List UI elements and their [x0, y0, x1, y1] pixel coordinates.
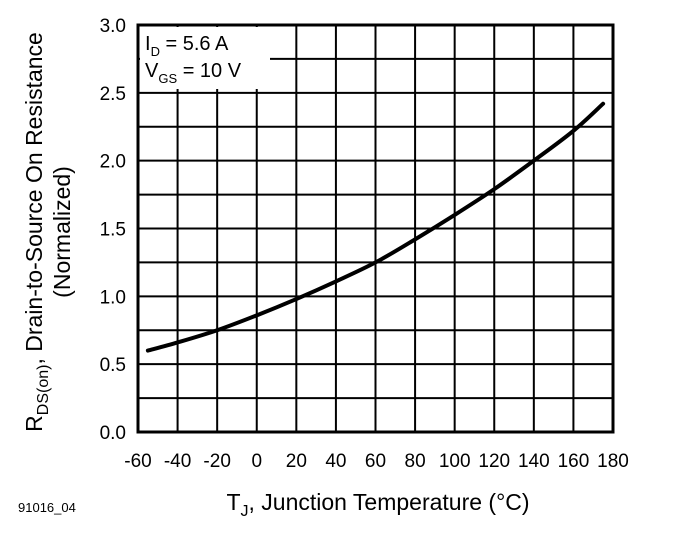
x-tick-label: -60 — [124, 451, 151, 472]
figure-id: 91016_04 — [18, 500, 76, 515]
x-tick-label: 140 — [518, 451, 550, 472]
y-tick-label: 1.5 — [100, 220, 126, 241]
annotation-box — [140, 27, 270, 89]
plot-border — [136, 23, 615, 434]
x-tick-label: 180 — [597, 451, 629, 472]
series-layer — [145, 101, 606, 353]
annotation-id: ID = 5.6 A — [145, 33, 229, 59]
y-tick-label: 2.0 — [100, 152, 126, 173]
x-tick-labels: -60 -40 -20 0 20 40 60 80 100 120 140 160 180 — [124, 451, 629, 472]
x-tick-label: 120 — [478, 451, 510, 472]
annotation-vgs: VGS = 10 V — [145, 60, 242, 86]
x-tick-label: 160 — [558, 451, 590, 472]
x-tick-label: 100 — [439, 451, 471, 472]
x-axis-title: TJ, Junction Temperature (°C) — [226, 489, 529, 520]
y-tick-labels: 0.0 0.5 1.0 1.5 2.0 2.5 3.0 — [100, 16, 126, 444]
y-tick-label: 1.0 — [100, 287, 126, 308]
y-tick-label: 0.5 — [100, 355, 126, 376]
series-line-0 — [145, 101, 606, 353]
x-tick-label: 60 — [365, 451, 386, 472]
x-tick-label: -20 — [203, 451, 230, 472]
x-tick-label: 80 — [405, 451, 426, 472]
x-tick-label: 0 — [251, 451, 262, 472]
y-tick-label: 0.0 — [100, 423, 126, 444]
y-tick-label: 2.5 — [100, 84, 126, 105]
x-tick-label: -40 — [164, 451, 191, 472]
y-axis-title-line2: (Normalized) — [49, 166, 75, 298]
y-axis-title: RDS(on), Drain-to-Source On Resistance — [21, 32, 52, 432]
x-tick-label: 40 — [325, 451, 346, 472]
x-tick-label: 20 — [286, 451, 307, 472]
annotation-background — [140, 27, 270, 89]
y-tick-label: 3.0 — [100, 16, 126, 37]
plot-frame — [136, 23, 615, 434]
